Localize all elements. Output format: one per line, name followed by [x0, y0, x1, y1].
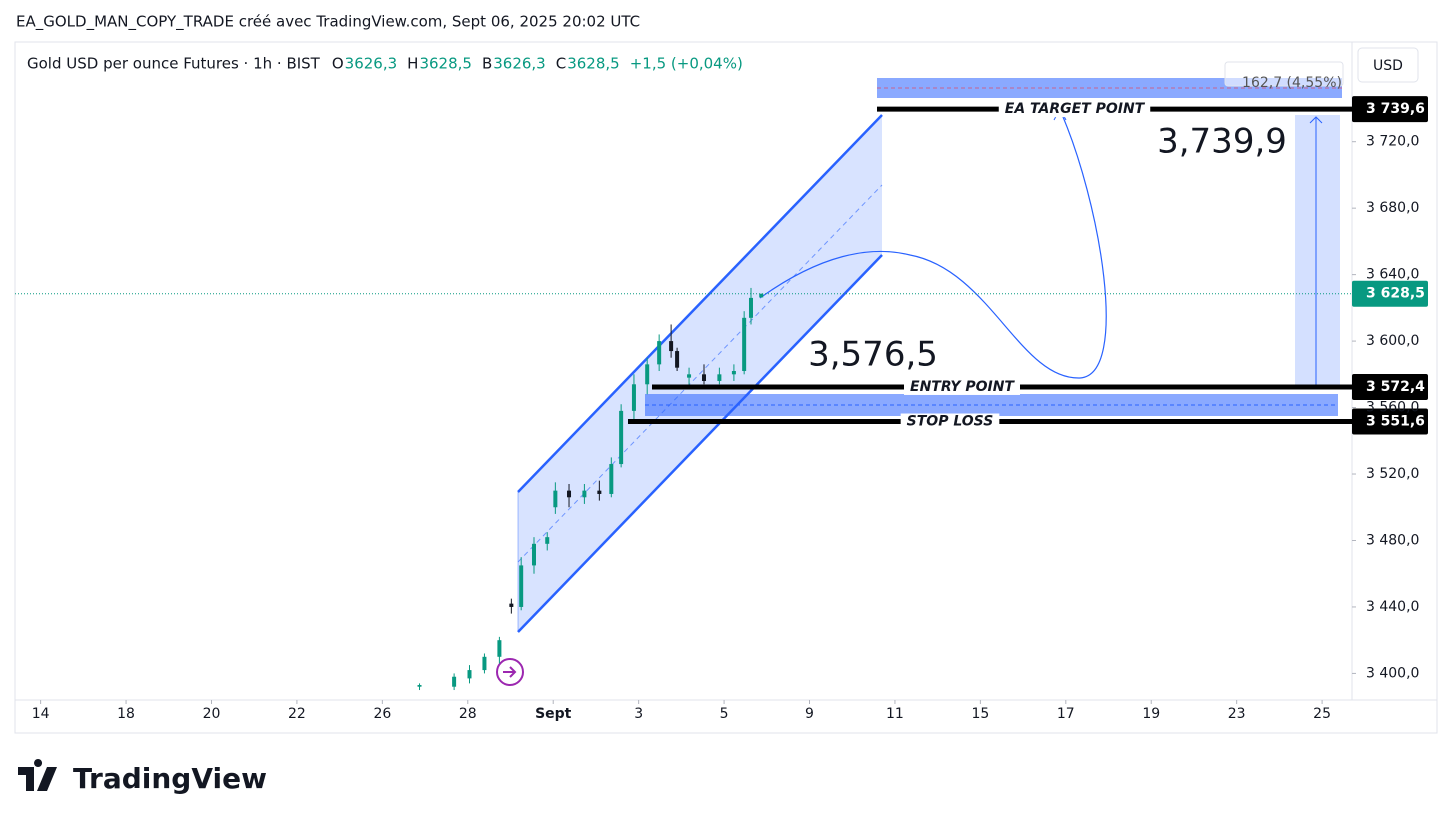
level-name: STOP LOSS	[907, 414, 994, 430]
candle-body	[582, 490, 587, 498]
candle-body	[609, 464, 614, 494]
x-tick-label: 11	[886, 706, 904, 722]
y-tick-label: 3 600,0	[1366, 333, 1419, 349]
candle-body	[645, 364, 650, 385]
logo-mark	[18, 759, 57, 791]
candle-body	[553, 490, 558, 508]
level-name-bg	[998, 101, 1151, 118]
measure-box	[1295, 115, 1340, 386]
candle-body	[717, 374, 722, 381]
y-tick-label: 3 400,0	[1366, 665, 1419, 681]
x-tick-label: 3	[634, 706, 643, 722]
candle-body	[631, 384, 636, 411]
ohlc-legend: O 3626,3 H 3628,5 B 3626,3 C 3628,5 +1,5 (+0,04%…	[332, 55, 743, 73]
level-name: EA TARGET POINT	[1005, 101, 1146, 117]
x-tick-label: 23	[1228, 706, 1246, 722]
candle-body	[519, 565, 524, 607]
last-price-label: 3 628,5	[1366, 286, 1425, 302]
x-tick-label: 22	[288, 706, 306, 722]
candle-body	[742, 317, 747, 371]
level-tag	[1352, 96, 1428, 123]
candle-body	[619, 410, 624, 465]
candle-body	[509, 603, 514, 607]
legend-key: H	[407, 55, 418, 73]
x-tick-label: 17	[1057, 706, 1075, 722]
annotation: 3,739,9	[1157, 122, 1287, 162]
y-tick-label: 3 680,0	[1366, 200, 1419, 216]
brand: TradingView	[73, 762, 267, 795]
legend-key: B	[482, 55, 492, 73]
path-projection	[759, 109, 1107, 379]
legend-value: 3626,3	[345, 55, 398, 73]
y-tick-label: 3 520,0	[1366, 466, 1419, 482]
level-tag	[1352, 408, 1428, 435]
legend-value: 3628,5	[567, 55, 620, 73]
channel-upper	[517, 114, 883, 493]
candle-body	[675, 351, 680, 368]
x-tick-label: 25	[1313, 706, 1331, 722]
y-tick-label: 3 480,0	[1366, 532, 1419, 548]
candle-body	[731, 371, 736, 375]
candle-body	[452, 676, 457, 687]
y-tick-label: 3 440,0	[1366, 599, 1419, 615]
candle-body	[657, 341, 662, 365]
x-tick-label: 15	[971, 706, 989, 722]
candle-body	[531, 543, 536, 566]
x-tick-label: 20	[203, 706, 221, 722]
candle-body	[545, 537, 550, 544]
channel-lower	[517, 254, 883, 633]
y-tick-label: 3 640,0	[1366, 267, 1419, 283]
legend-key: O	[332, 55, 344, 73]
candle-body	[417, 685, 422, 687]
x-tick-label: 26	[373, 706, 391, 722]
level-name-bg	[904, 378, 1020, 395]
legend-value: 3628,5	[419, 55, 472, 73]
x-tick-label: 18	[117, 706, 135, 722]
chart-frame	[14, 41, 1438, 734]
symbol: Gold USD per ounce Futures · 1h · BIST	[27, 55, 321, 73]
level-label: 3 551,6	[1366, 414, 1425, 430]
logo	[18, 759, 57, 791]
level-label: 3 739,6	[1366, 101, 1425, 117]
event-marker-icon	[503, 666, 517, 678]
candle-body	[759, 293, 764, 298]
y-tick-label: 3 720,0	[1366, 134, 1419, 150]
annotation: 3,576,5	[808, 335, 938, 375]
x-tick-label: 28	[459, 706, 477, 722]
x-tick-label: 5	[720, 706, 729, 722]
legend-change: +1,5 (+0,04%)	[630, 55, 743, 73]
x-tick-label: 14	[32, 706, 50, 722]
measure-arrow-head	[1309, 116, 1323, 124]
annotation: 162,7 (4,55%)	[1242, 75, 1342, 91]
currency-button[interactable]	[1357, 47, 1419, 83]
legend-key: C	[556, 55, 566, 73]
candle-body	[748, 297, 753, 318]
y-tick-label: 3 560,0	[1366, 400, 1419, 416]
last-price-tag	[1352, 280, 1428, 307]
candle-body	[482, 656, 487, 671]
x-tick-label: 19	[1142, 706, 1160, 722]
candle-body	[497, 640, 502, 657]
candle-body	[597, 490, 602, 494]
currency: USD	[1373, 58, 1403, 74]
x-tick-label: Sept	[535, 706, 572, 722]
x-tick-label: 9	[805, 706, 814, 722]
candle-body	[467, 670, 472, 679]
level-name: ENTRY POINT	[910, 379, 1015, 395]
channel-mid	[517, 184, 883, 563]
measure-label-bg	[1224, 61, 1344, 87]
candle-body	[702, 374, 707, 381]
level-name-bg	[900, 413, 1000, 430]
candle-body	[567, 490, 572, 498]
candle-body	[669, 341, 674, 352]
plot: 3 628,5 EA TARGET POINT 3 739,6 ENTRY POINT…	[15, 61, 1428, 691]
level-label: 3 572,4	[1366, 379, 1425, 395]
candle-body	[687, 374, 692, 378]
header: EA_GOLD_MAN_COPY_TRADE créé avec Trading…	[16, 13, 640, 32]
level-tag	[1352, 373, 1428, 400]
legend-value: 3626,3	[493, 55, 546, 73]
